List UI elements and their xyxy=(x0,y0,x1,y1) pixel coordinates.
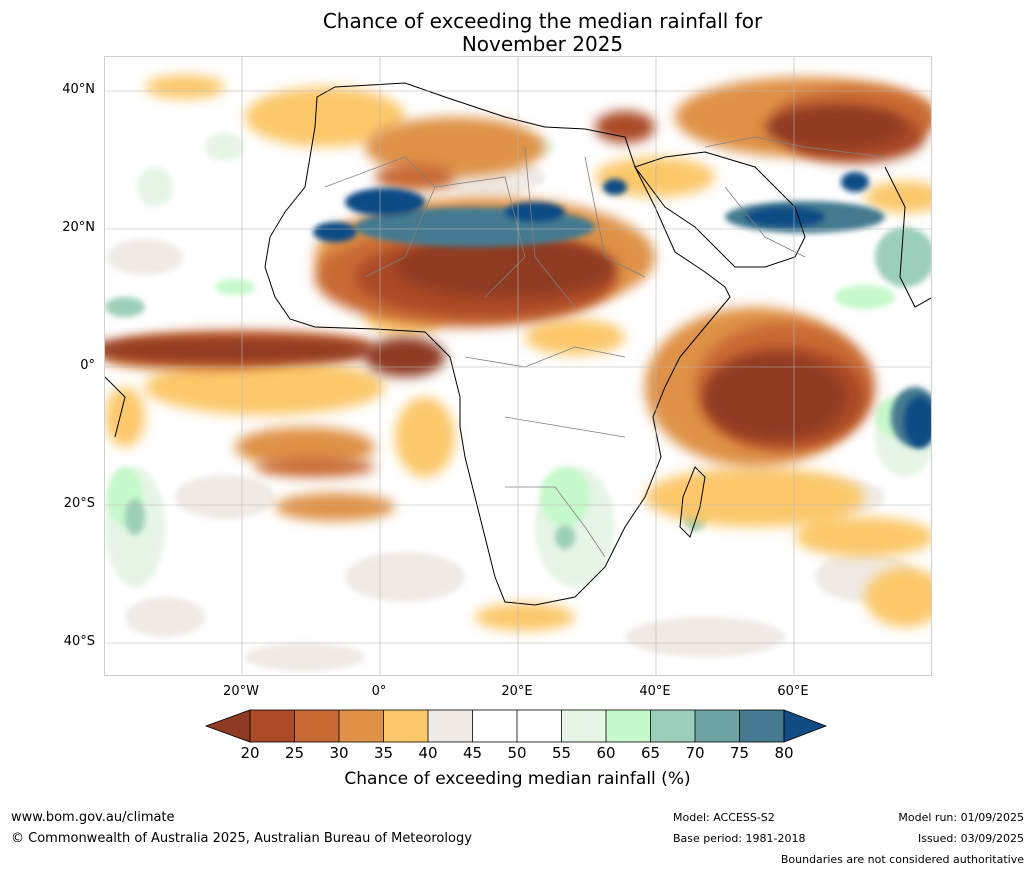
lat-label-40n: 40°N xyxy=(62,82,95,97)
colorbar-swatch xyxy=(650,710,695,742)
colorbar-swatch xyxy=(472,710,517,742)
lon-label-0: 0° xyxy=(371,684,387,699)
colorbar-tick: 25 xyxy=(284,744,305,762)
colorbar-swatch xyxy=(606,710,651,742)
footer-copyright: © Commonwealth of Australia 2025, Austra… xyxy=(11,831,472,846)
gridlines xyxy=(105,57,931,675)
colorbar-swatch xyxy=(250,710,295,742)
colorbar-swatch xyxy=(739,710,784,742)
footer-model: Model: ACCESS-S2 xyxy=(673,811,775,824)
footer-website: www.bom.gov.au/climate xyxy=(11,810,175,825)
colorbar-tick: 35 xyxy=(373,744,394,762)
colorbar-arrow-low xyxy=(204,709,251,743)
map-title-line1: Chance of exceeding the median rainfall … xyxy=(322,9,763,33)
rainfall-map-canvas xyxy=(105,57,931,675)
colorbar-tick: 20 xyxy=(240,744,260,762)
colorbar-tick: 80 xyxy=(774,744,794,762)
footer-base-period: Base period: 1981-2018 xyxy=(673,832,806,845)
colorbar-dividers xyxy=(294,710,740,742)
colorbar-swatch xyxy=(339,710,384,742)
lon-label-20e: 20°E xyxy=(501,684,533,699)
lon-label-40e: 40°E xyxy=(639,684,671,699)
colorbar-tick: 45 xyxy=(462,744,483,762)
colorbar-tick: 30 xyxy=(329,744,349,762)
colorbar-swatch xyxy=(695,710,740,742)
colorbar-arrow-high xyxy=(783,709,828,743)
colorbar-swatch xyxy=(383,710,428,742)
map-title-line2: November 2025 xyxy=(461,32,624,56)
colorbar-tick: 75 xyxy=(729,744,750,762)
lat-label-0: 0° xyxy=(80,358,95,373)
footer-issued: Issued: 03/09/2025 xyxy=(917,832,1024,845)
map-title: Chance of exceeding the median rainfall … xyxy=(200,10,885,56)
colorbar-swatch xyxy=(428,710,473,742)
colorbar-label: Chance of exceeding median rainfall (%) xyxy=(344,769,691,789)
colorbar-swatch xyxy=(561,710,606,742)
lon-label-60e: 60°E xyxy=(777,684,809,699)
colorbar-tick: 50 xyxy=(507,744,527,762)
colorbar-swatch xyxy=(294,710,339,742)
colorbar-swatch xyxy=(517,710,562,742)
colorbar xyxy=(204,709,828,743)
lat-label-20n: 20°N xyxy=(62,220,95,235)
lon-label-20w: 20°W xyxy=(223,684,259,699)
colorbar-tick: 65 xyxy=(640,744,661,762)
colorbar-tick: 70 xyxy=(685,744,705,762)
patches-85 xyxy=(313,172,931,448)
colorbar-tick: 55 xyxy=(551,744,572,762)
footer-model-run: Model run: 01/09/2025 xyxy=(898,811,1024,824)
colorbar-tick: 60 xyxy=(596,744,616,762)
coastlines xyxy=(105,82,931,606)
rainfall-map xyxy=(104,56,932,676)
colorbar-tick: 40 xyxy=(418,744,438,762)
lat-label-20s: 20°S xyxy=(63,496,95,511)
lat-label-40s: 40°S xyxy=(63,634,95,649)
footer-disclaimer: Boundaries are not considered authoritat… xyxy=(780,853,1024,866)
country-borders xyxy=(324,136,886,558)
